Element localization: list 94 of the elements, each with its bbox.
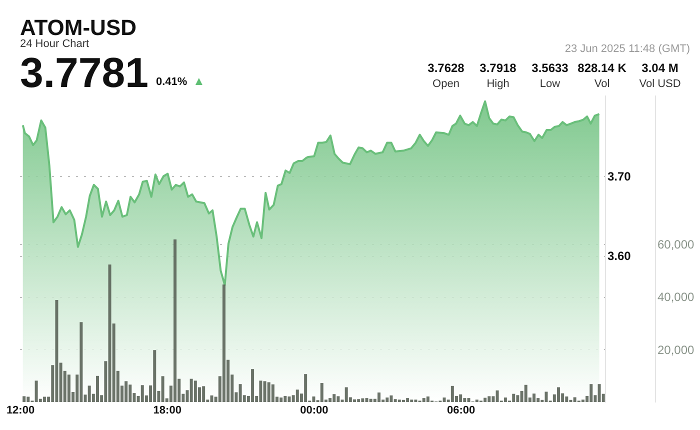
bar [153, 350, 156, 402]
bar [556, 387, 560, 402]
bar [332, 394, 336, 402]
bar [88, 386, 91, 402]
bar [524, 384, 528, 402]
text: Low [540, 78, 560, 90]
bar [202, 386, 206, 402]
bar [573, 397, 576, 402]
bar [55, 300, 58, 402]
bar [565, 396, 568, 402]
text: 3.7918 [480, 61, 517, 75]
bar [320, 383, 324, 402]
bar [353, 399, 356, 402]
bar [96, 376, 100, 402]
bar [450, 386, 454, 402]
bar [304, 374, 308, 402]
bar [67, 374, 70, 402]
bar [251, 369, 254, 402]
text: 0.41% [156, 76, 188, 88]
x-tick-label: 06:00 [447, 404, 476, 416]
y2-tick-label: 40,000 [658, 290, 695, 304]
text: 23 Jun 2025 11:48 (GMT) [564, 43, 690, 55]
bar [336, 396, 340, 402]
bar [296, 390, 299, 402]
bar [128, 384, 132, 402]
bar [516, 395, 520, 402]
bar [422, 398, 426, 402]
annotation: 3.7781 [20, 49, 148, 96]
bar [532, 394, 536, 402]
bar [357, 399, 360, 402]
bar [590, 384, 593, 402]
text: 828.14 K [578, 61, 627, 75]
bar [34, 380, 38, 402]
bar [488, 396, 491, 402]
text: Open [432, 78, 460, 90]
bar [174, 239, 177, 402]
bar [80, 322, 83, 402]
text: Vol USD [639, 78, 681, 90]
bar [238, 384, 242, 402]
bar [369, 398, 372, 402]
bar [140, 385, 144, 402]
text: High [486, 78, 510, 90]
text: Vol [594, 78, 610, 90]
bar [328, 398, 332, 402]
text: 3.04 M [642, 61, 678, 75]
bar [42, 396, 46, 402]
text: ▲ [193, 74, 205, 88]
bar [459, 394, 462, 402]
bar [194, 380, 197, 402]
chart-subtitle: 24 Hour Chart [20, 38, 90, 50]
bar [312, 396, 316, 402]
y2-tick-label: 20,000 [658, 342, 695, 357]
bar [463, 398, 466, 402]
bar [263, 381, 266, 402]
bar [386, 398, 389, 402]
bar [390, 395, 393, 402]
text: 3.5633 [532, 61, 569, 75]
bar [467, 398, 470, 402]
y-tick-label: 3.60 [608, 249, 632, 264]
bar [190, 378, 193, 402]
bar [377, 392, 380, 402]
bar [222, 284, 226, 402]
bar [22, 396, 26, 402]
bar [426, 396, 430, 402]
y2-tick-label: 60,000 [658, 237, 695, 252]
bar [496, 390, 499, 402]
bar [26, 396, 30, 402]
x-tick-label: 00:00 [300, 404, 328, 416]
bar [344, 387, 348, 402]
bar [284, 396, 287, 402]
bar [484, 398, 487, 402]
x-tick-label: 18:00 [153, 404, 182, 416]
bar [259, 380, 262, 402]
bar [288, 396, 291, 402]
bar [544, 392, 548, 402]
chart-title: ATOM-USD [20, 15, 137, 40]
bar [280, 398, 283, 402]
bar [361, 398, 364, 402]
bar [210, 395, 214, 402]
bar [394, 399, 397, 402]
bar [512, 394, 516, 402]
bar [504, 398, 507, 402]
bar [598, 384, 601, 402]
bar [108, 264, 112, 402]
bar [124, 381, 128, 402]
bar [406, 398, 410, 402]
bar [271, 384, 274, 402]
bar [365, 398, 368, 402]
bar [442, 398, 446, 402]
x-tick-label: 12:00 [6, 404, 35, 416]
bar [267, 382, 270, 402]
bar [161, 376, 164, 402]
text: 3.7628 [428, 61, 465, 75]
y-tick-label: 3.70 [608, 170, 632, 184]
